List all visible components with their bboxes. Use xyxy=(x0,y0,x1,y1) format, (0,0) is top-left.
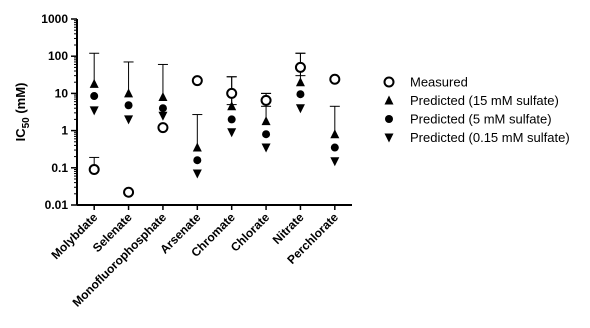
legend: Measured Predicted (15 mM sulfate) Predict… xyxy=(383,75,570,145)
y-tick-label: 100 xyxy=(48,49,68,63)
y-tick-label: 10 xyxy=(55,86,69,100)
point-predicted-0-15-mm-sulfate-selenate xyxy=(124,115,134,125)
y-tick-label: 1 xyxy=(61,124,68,138)
point-predicted-15-mm-sulfate-nitrate xyxy=(295,77,305,87)
point-predicted-5-mm-sulfate-selenate xyxy=(124,101,133,110)
point-predicted-0-15-mm-sulfate-perchlorate xyxy=(330,157,340,167)
point-predicted-5-mm-sulfate-arsenate xyxy=(193,156,202,165)
point-measured-nitrate xyxy=(294,61,306,73)
point-measured-perchlorate xyxy=(329,73,341,85)
y-tick-label: 0.1 xyxy=(51,161,68,175)
x-tick-label-molybdate: Molybdate xyxy=(48,210,100,262)
point-measured-arsenate xyxy=(191,75,203,87)
point-measured-monofluorophosphate xyxy=(157,122,169,134)
legend-label-predicted-15-mm-sulfate: Predicted (15 mM sulfate) xyxy=(410,93,559,108)
point-predicted-15-mm-sulfate-perchlorate xyxy=(330,129,340,139)
point-predicted-15-mm-sulfate-chromate xyxy=(227,101,237,111)
point-predicted-15-mm-sulfate-monofluorophosphate xyxy=(158,92,168,102)
x-tick-label-chlorate: Chlorate xyxy=(228,210,273,255)
point-predicted-0-15-mm-sulfate-monofluorophosphate xyxy=(158,111,168,121)
legend-label-predicted-0-15-mm-sulfate: Predicted (0.15 mM sulfate) xyxy=(410,130,570,145)
point-predicted-0-15-mm-sulfate-molybdate xyxy=(89,106,99,116)
legend-label-predicted-5-mm-sulfate: Predicted (5 mM sulfate) xyxy=(410,112,552,127)
x-ticks: MolybdateSelenateMonofluorophosphateArse… xyxy=(48,205,341,310)
axes xyxy=(76,19,352,206)
legend-marker-predicted-5-mm-sulfate xyxy=(385,115,393,123)
point-predicted-0-15-mm-sulfate-nitrate xyxy=(295,104,305,114)
legend-marker-measured xyxy=(383,76,395,88)
y-ticks: 0.01 0.1 1 10 100 1000 xyxy=(41,12,77,212)
point-predicted-5-mm-sulfate-nitrate xyxy=(296,90,305,99)
y-axis-title-main: IC xyxy=(13,128,28,142)
point-measured-molybdate xyxy=(88,164,100,176)
point-predicted-15-mm-sulfate-arsenate xyxy=(192,142,202,152)
point-predicted-0-15-mm-sulfate-chromate xyxy=(227,128,237,138)
point-predicted-0-15-mm-sulfate-arsenate xyxy=(192,169,202,179)
y-axis-title-subscript: 50 xyxy=(21,117,32,129)
y-axis-title-unit: (mM) xyxy=(13,83,28,118)
point-predicted-5-mm-sulfate-molybdate xyxy=(90,92,99,101)
point-predicted-15-mm-sulfate-selenate xyxy=(124,88,134,98)
point-predicted-15-mm-sulfate-molybdate xyxy=(89,78,99,88)
point-predicted-5-mm-sulfate-perchlorate xyxy=(330,143,339,152)
point-predicted-5-mm-sulfate-monofluorophosphate xyxy=(158,104,167,113)
data-marks xyxy=(88,61,341,198)
y-tick-label: 1000 xyxy=(41,12,68,26)
point-predicted-15-mm-sulfate-chlorate xyxy=(261,116,271,126)
legend-marker-predicted-15-mm-sulfate xyxy=(384,95,394,105)
point-predicted-5-mm-sulfate-chromate xyxy=(227,115,236,124)
point-measured-chromate xyxy=(226,87,238,99)
point-measured-chlorate xyxy=(260,94,272,106)
point-predicted-0-15-mm-sulfate-chlorate xyxy=(261,143,271,153)
legend-marker-predicted-0-15-mm-sulfate xyxy=(384,133,394,143)
legend-label-measured: Measured xyxy=(410,75,468,90)
y-tick-label: 0.01 xyxy=(45,198,69,212)
y-axis-title: IC50 (mM) xyxy=(13,83,32,142)
point-predicted-5-mm-sulfate-chlorate xyxy=(262,130,271,139)
point-measured-selenate xyxy=(123,186,135,198)
